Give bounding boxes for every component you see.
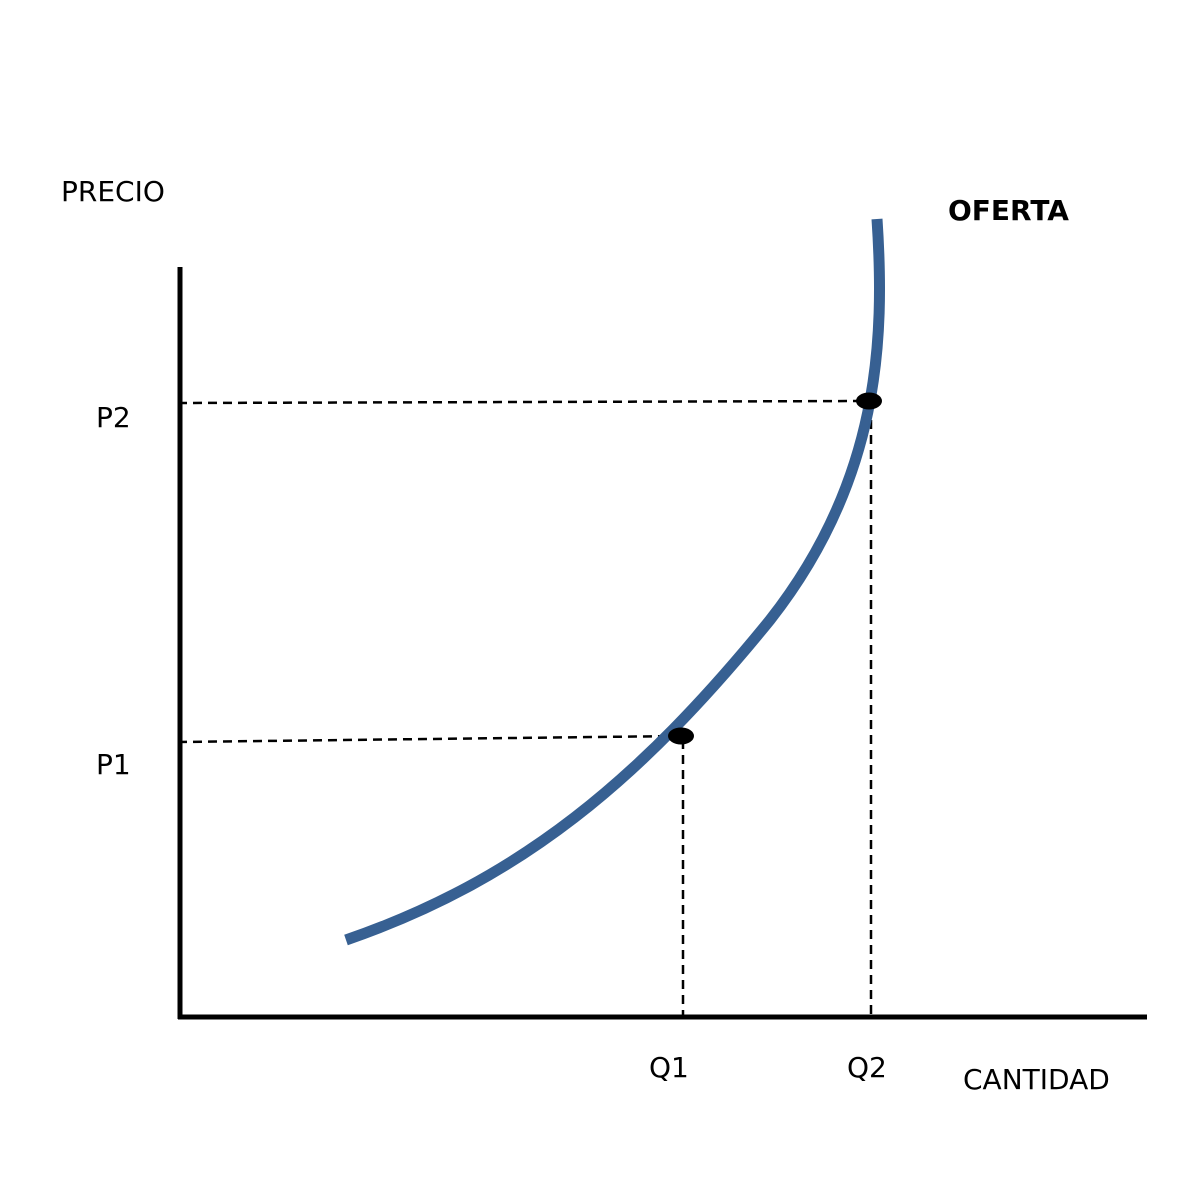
x-axis-label: CANTIDAD: [963, 1063, 1110, 1096]
guide-p1-horizontal: [177, 734, 681, 744]
point-q2-p2: [856, 392, 882, 410]
price-label-p1: P1: [96, 748, 131, 781]
y-axis-label: PRECIO: [61, 175, 165, 208]
point-q1-p1: [668, 727, 694, 745]
guide-p2-horizontal: [177, 399, 869, 405]
price-label-p2: P2: [96, 401, 131, 434]
quantity-label-q2: Q2: [847, 1051, 887, 1084]
quantity-label-q1: Q1: [649, 1051, 689, 1084]
supply-curve: [344, 218, 886, 946]
curve-label: OFERTA: [948, 194, 1069, 227]
